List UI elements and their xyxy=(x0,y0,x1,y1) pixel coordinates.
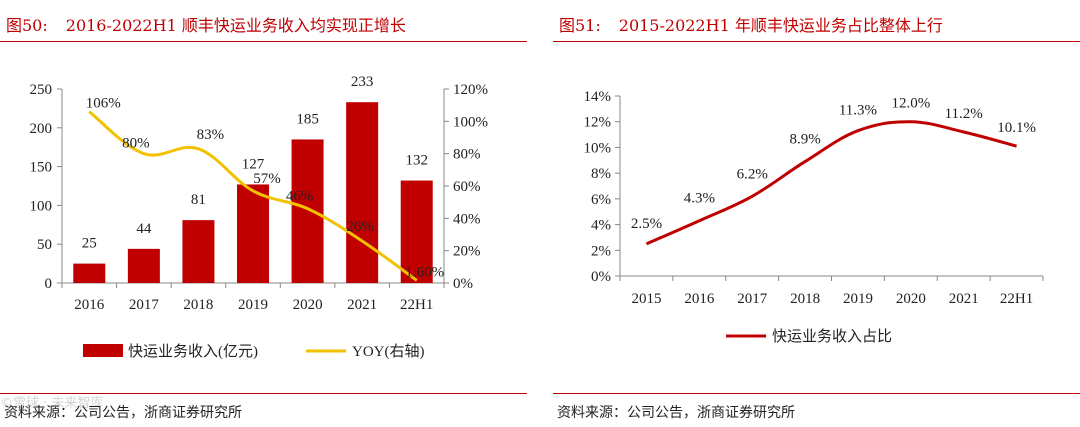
right-y-tick-label: 0% xyxy=(453,276,473,292)
right-y-tick-label: 40% xyxy=(453,211,481,227)
revenue-bar-label: 185 xyxy=(296,111,319,127)
x-tick-label: 2015 xyxy=(631,291,661,307)
figure-50-panel: 图50: 2016-2022H1 顺丰快运业务收入均实现正增长 0 50 100 150… xyxy=(0,0,527,427)
figure-51-top-rule xyxy=(553,41,1080,42)
left-y-tick-label: 0 xyxy=(45,276,53,292)
x-tick-label: 2021 xyxy=(949,291,979,307)
figure-50-top-rule xyxy=(0,41,527,42)
y-tick-label: 4% xyxy=(591,218,611,234)
revenue-bar-label: 127 xyxy=(242,156,265,172)
revenue-bar-label: 25 xyxy=(82,236,97,252)
revenue-bar xyxy=(291,139,324,283)
right-y-tick-label: 60% xyxy=(453,179,481,195)
figure-51-title: 图51: 2015-2022H1 年顺丰快运业务占比整体上行 xyxy=(559,12,943,36)
revenue-bar xyxy=(127,248,160,283)
x-tick-label: 2016 xyxy=(684,291,715,307)
revenue-bar-label: 44 xyxy=(136,221,152,237)
figure-50-title-text: 2016-2022H1 顺丰快运业务收入均实现正增长 xyxy=(65,16,406,35)
share-line xyxy=(645,120,1017,246)
left-y-tick-label: 100 xyxy=(30,198,53,214)
figure-50-source: 资料来源：公司公告，浙商证券研究所 xyxy=(4,405,242,421)
x-tick-label: 2019 xyxy=(238,297,268,313)
left-y-tick-label: 250 xyxy=(30,82,53,98)
x-tick-label: 2016 xyxy=(74,297,105,313)
yoy-data-label: 57% xyxy=(253,171,281,187)
y-tick-label: 6% xyxy=(591,192,611,208)
x-tick-label: 22H1 xyxy=(1000,291,1033,307)
x-tick-label: 22H1 xyxy=(400,297,433,313)
right-y-tick-label: 20% xyxy=(453,244,481,260)
figure-51-number: 图51: xyxy=(559,16,601,35)
y-tick-label: 10% xyxy=(584,140,612,156)
legend-line-label: 快运业务收入占比 xyxy=(772,328,892,345)
revenue-bar xyxy=(237,184,269,283)
watermark: ©雪球 · 未来智库 xyxy=(0,396,104,411)
figure-51-panel: 图51: 2015-2022H1 年顺丰快运业务占比整体上行 0% 2% 4% 6% 8%… xyxy=(553,0,1080,427)
share-data-label: 10.1% xyxy=(997,120,1036,136)
x-tick-label: 2018 xyxy=(183,297,213,313)
yoy-data-label: 26% xyxy=(346,219,374,235)
figure-51-source: 资料来源：公司公告，浙商证券研究所 xyxy=(557,405,795,421)
share-data-label: 8.9% xyxy=(789,132,820,148)
yoy-data-label: 1.60% xyxy=(405,264,444,280)
right-y-tick-label: 100% xyxy=(453,114,488,130)
revenue-bar-line-chart: 0 50 100 150 200 250 0% 20% 40% 60% 80% 100% 120% 25 4… xyxy=(30,74,489,360)
y-tick-label: 12% xyxy=(584,115,612,131)
revenue-bar xyxy=(182,220,215,283)
revenue-bar-label: 233 xyxy=(351,74,374,90)
left-y-tick-label: 50 xyxy=(37,237,52,253)
share-data-label: 11.2% xyxy=(945,106,983,122)
right-y-tick-label: 120% xyxy=(453,82,488,98)
figure-50-title: 图50: 2016-2022H1 顺丰快运业务收入均实现正增长 xyxy=(6,12,406,36)
y-tick-label: 0% xyxy=(591,269,611,285)
yoy-data-label: 83% xyxy=(197,127,225,143)
x-tick-label: 2020 xyxy=(293,297,323,313)
figure-51-bottom-rule xyxy=(553,393,1080,394)
share-data-label: 6.2% xyxy=(737,166,768,182)
yoy-data-label: 46% xyxy=(286,189,314,205)
legend-bar-label: 快运业务收入(亿元) xyxy=(128,343,258,360)
y-tick-label: 14% xyxy=(584,89,612,105)
x-tick-label: 2017 xyxy=(737,291,768,307)
share-data-label: 11.3% xyxy=(839,103,877,119)
left-y-tick-label: 200 xyxy=(30,121,53,137)
figure-50-bottom-rule xyxy=(0,393,527,394)
legend-bar-swatch xyxy=(83,344,123,357)
x-tick-label: 2021 xyxy=(347,297,377,313)
revenue-bar xyxy=(73,263,106,283)
figure-50-number: 图50: xyxy=(6,16,48,35)
legend-line-label: YOY(右轴) xyxy=(352,343,425,360)
y-tick-label: 8% xyxy=(591,166,611,182)
share-data-label: 2.5% xyxy=(631,216,662,232)
revenue-bar-label: 81 xyxy=(191,192,206,208)
revenue-bar xyxy=(346,102,379,283)
x-tick-label: 2017 xyxy=(129,297,160,313)
left-y-tick-label: 150 xyxy=(30,160,53,176)
revenue-bar-label: 132 xyxy=(405,153,428,169)
y-tick-label: 2% xyxy=(591,243,611,259)
yoy-data-label: 80% xyxy=(122,136,150,152)
yoy-data-label: 106% xyxy=(86,96,121,112)
x-tick-label: 2018 xyxy=(790,291,820,307)
share-data-label: 4.3% xyxy=(684,191,715,207)
yoy-line xyxy=(88,110,418,282)
right-y-tick-label: 80% xyxy=(453,147,481,163)
figure-51-title-text: 2015-2022H1 年顺丰快运业务占比整体上行 xyxy=(618,16,943,35)
x-tick-label: 2019 xyxy=(843,291,873,307)
x-tick-label: 2020 xyxy=(896,291,926,307)
share-data-label: 12.0% xyxy=(891,96,930,112)
share-line-chart: 0% 2% 4% 6% 8% 10% 12% 14% 2015 2016 2017 2018 2019 2… xyxy=(584,89,1044,345)
revenue-bar xyxy=(400,180,433,283)
